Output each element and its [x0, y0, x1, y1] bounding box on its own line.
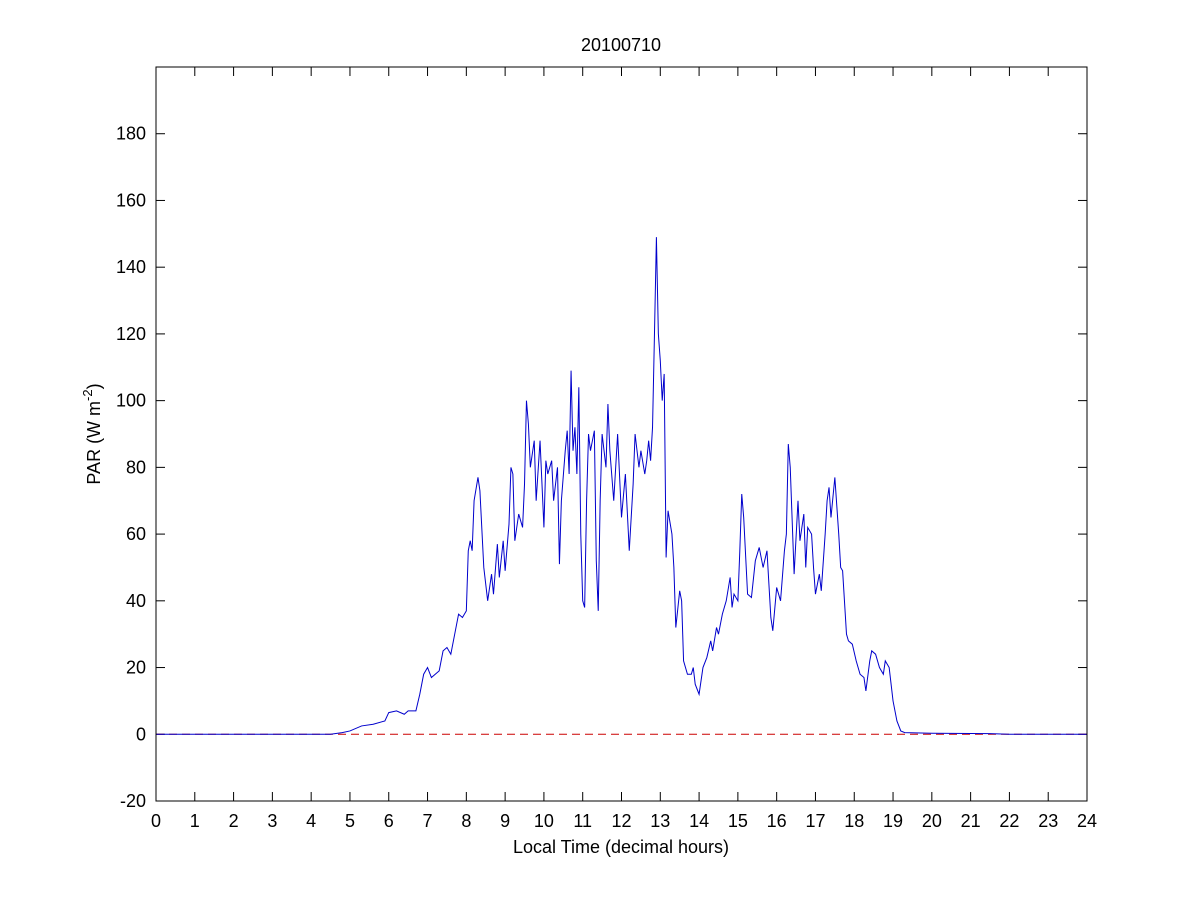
y-tick-label: 160	[116, 190, 146, 210]
y-label-superscript: -2	[80, 389, 95, 401]
y-axis-label: PAR (W m-2)	[80, 383, 104, 484]
x-tick-label: 19	[883, 811, 903, 831]
x-tick-label: 15	[728, 811, 748, 831]
x-tick-label: 21	[961, 811, 981, 831]
x-tick-label: 7	[423, 811, 433, 831]
y-tick-label: 180	[116, 124, 146, 144]
x-tick-label: 11	[573, 811, 592, 831]
x-tick-label: 10	[534, 811, 554, 831]
x-tick-label: 17	[805, 811, 825, 831]
data-line	[156, 237, 1087, 735]
x-tick-label: 13	[650, 811, 670, 831]
x-tick-label: 23	[1038, 811, 1058, 831]
y-tick-label: 140	[116, 257, 146, 277]
x-tick-label: 18	[844, 811, 864, 831]
y-tick-label: 20	[126, 658, 146, 678]
x-tick-label: 6	[384, 811, 394, 831]
y-tick-label: 60	[126, 524, 146, 544]
y-tick-label: 100	[116, 391, 146, 411]
x-tick-label: 20	[922, 811, 942, 831]
x-tick-label: 1	[190, 811, 200, 831]
x-tick-label: 4	[306, 811, 316, 831]
y-tick-label: -20	[120, 791, 146, 811]
x-tick-label: 0	[151, 811, 161, 831]
x-tick-label: 22	[999, 811, 1019, 831]
x-tick-label: 9	[500, 811, 510, 831]
x-tick-label: 12	[611, 811, 631, 831]
y-label-end: )	[84, 383, 104, 389]
y-tick-label: 120	[116, 324, 146, 344]
chart-title: 20100710	[581, 35, 661, 55]
y-label-base: PAR (W m	[84, 401, 104, 485]
x-tick-label: 24	[1077, 811, 1097, 831]
axes-box	[155, 66, 1088, 802]
x-tick-label: 2	[229, 811, 239, 831]
x-tick-label: 3	[267, 811, 277, 831]
x-tick-label: 16	[767, 811, 787, 831]
x-axis-label: Local Time (decimal hours)	[513, 837, 729, 857]
y-tick-label: 40	[126, 591, 146, 611]
y-tick-label: 80	[126, 457, 146, 477]
x-tick-label: 14	[689, 811, 709, 831]
x-tick-label: 5	[345, 811, 355, 831]
y-tick-label: 0	[136, 724, 146, 744]
x-tick-label: 8	[461, 811, 471, 831]
